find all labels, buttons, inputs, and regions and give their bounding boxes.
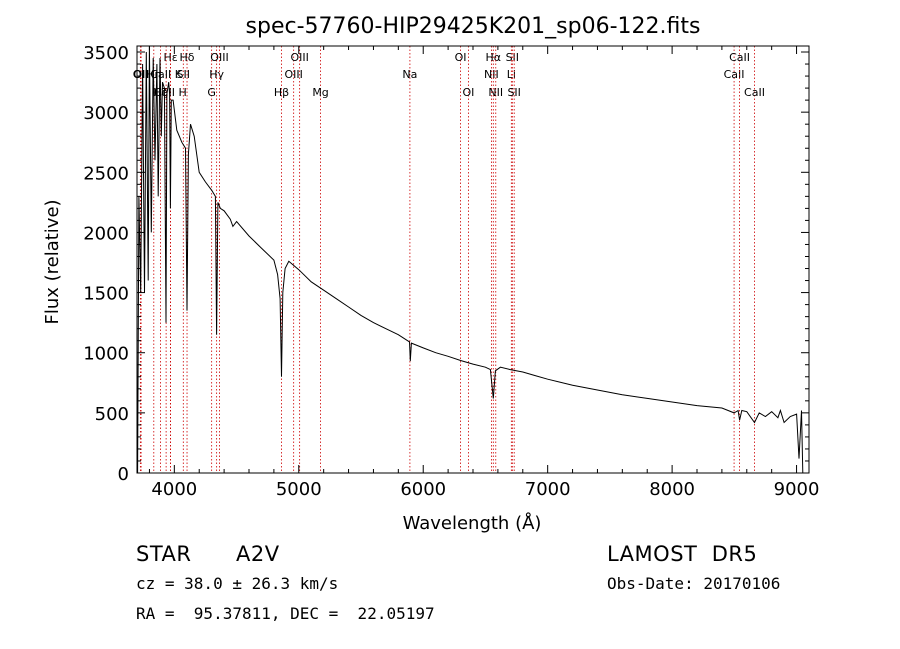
y-axis-label: Flux (relative) [42, 199, 63, 324]
line-marker-label: Hβ [274, 86, 289, 99]
line-marker-label: SII [177, 68, 190, 81]
line-marker-label: Hγ [209, 68, 224, 81]
spectrum-line [136, 45, 804, 474]
sky-coordinates: RA = 95.37811, DEC = 22.05197 [136, 604, 435, 623]
x-axis-ticks: 4000 5000 6000 7000 8000 9000 [148, 46, 820, 500]
line-marker-label: Hα [486, 51, 502, 64]
y-tick-label: 1000 [83, 344, 129, 365]
x-tick-label: 7000 [525, 479, 571, 500]
x-tick-label: 8000 [649, 479, 695, 500]
line-marker-label: G [207, 86, 216, 99]
line-marker-label: Hδ [180, 51, 195, 64]
line-marker-label: NII [484, 68, 499, 81]
line-marker-label: CaII [724, 68, 745, 81]
y-tick-label: 0 [118, 464, 129, 485]
y-tick-label: 2000 [83, 223, 129, 244]
chart-title: spec-57760-HIP29425K201_sp06-122.fits [246, 14, 701, 39]
survey-release: LAMOST DR5 [607, 542, 758, 566]
y-tick-label: 3000 [83, 103, 129, 124]
line-marker-label: OI [462, 86, 474, 99]
y-axis-ticks: 0 500 1000 1500 2000 2500 3000 3500 [83, 43, 809, 485]
redshift-velocity: cz = 38.0 ± 26.3 km/s [136, 574, 339, 593]
line-marker-label: CaII K [150, 68, 182, 81]
x-axis-label: Wavelength (Å) [403, 512, 542, 534]
y-tick-label: 1500 [83, 284, 129, 305]
object-subclass: A2V [236, 542, 280, 566]
line-marker-label: OIII [290, 51, 308, 64]
line-marker-label: OI [455, 51, 467, 64]
object-class: STAR [136, 542, 192, 566]
line-marker-label: OIII [210, 51, 228, 64]
x-tick-label: 5000 [276, 479, 322, 500]
line-marker-label: Na [402, 68, 417, 81]
line-marker-label: Mg [312, 86, 328, 99]
plot-frame [136, 45, 810, 474]
line-marker-label: Li [507, 68, 516, 81]
line-marker-label: CaII [744, 86, 765, 99]
line-marker-label: OIII [284, 68, 302, 81]
line-marker-label: SII [507, 86, 520, 99]
line-marker-label: NII [488, 86, 503, 99]
y-tick-label: 2500 [83, 163, 129, 184]
x-tick-label: 4000 [151, 479, 197, 500]
line-marker-label: CaII [729, 51, 750, 64]
observation-date: Obs-Date: 20170106 [607, 574, 781, 593]
line-marker-label: SII [506, 51, 519, 64]
y-tick-label: 500 [95, 404, 129, 425]
x-tick-label: 9000 [774, 479, 820, 500]
x-tick-label: 6000 [400, 479, 446, 500]
y-tick-label: 3500 [83, 43, 129, 64]
